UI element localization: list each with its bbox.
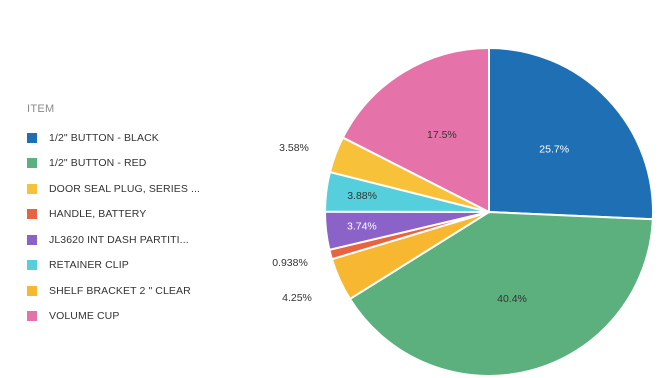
slice-value-label: 3.74% [347, 220, 377, 232]
slice-value-label: 4.25% [282, 292, 312, 304]
pie-slice[interactable] [488, 46, 654, 221]
legend-item[interactable]: RETAINER CLIP [27, 253, 232, 279]
legend-items: 1/2" BUTTON - BLACK 1/2" BUTTON - RED DOOR… [27, 125, 232, 329]
legend-item[interactable]: JL3620 INT DASH PARTITI... [27, 227, 232, 253]
slice-value-label: 3.88% [347, 190, 377, 202]
legend-swatch [27, 183, 37, 194]
legend-item[interactable]: HANDLE, BATTERY [27, 202, 232, 228]
slice-value-label: 17.5% [427, 129, 457, 141]
slice-value-label: 25.7% [539, 143, 569, 155]
pie-slice[interactable] [341, 46, 490, 214]
legend-swatch [27, 132, 37, 143]
legend-swatch [27, 234, 37, 245]
legend-label: HANDLE, BATTERY [49, 208, 147, 221]
slice-value-label: 40.4% [497, 293, 527, 305]
legend-item[interactable]: 1/2" BUTTON - RED [27, 151, 232, 177]
legend-label: RETAINER CLIP [49, 259, 129, 272]
legend: ITEM 1/2" BUTTON - BLACK 1/2" BUTTON - RE… [27, 103, 232, 329]
legend-label: DOOR SEAL PLUG, SERIES ... [49, 182, 201, 195]
legend-swatch [27, 311, 37, 322]
legend-label: JL3620 INT DASH PARTITI... [49, 233, 189, 246]
legend-swatch [27, 285, 37, 296]
legend-label: VOLUME CUP [49, 310, 120, 323]
legend-swatch [27, 260, 37, 271]
legend-title: ITEM [27, 103, 55, 115]
legend-label: SHELF BRACKET 2 " CLEAR [49, 284, 191, 297]
legend-item[interactable]: DOOR SEAL PLUG, SERIES ... [27, 176, 232, 202]
legend-swatch [27, 209, 37, 220]
legend-item[interactable]: 1/2" BUTTON - BLACK [27, 125, 232, 151]
legend-label: 1/2" BUTTON - BLACK [49, 131, 159, 144]
legend-swatch [27, 158, 37, 169]
legend-item[interactable]: SHELF BRACKET 2 " CLEAR [27, 278, 232, 304]
legend-item[interactable]: VOLUME CUP [27, 304, 232, 330]
slice-value-label: 3.58% [279, 142, 309, 154]
slice-value-label: 0.938% [272, 257, 308, 269]
pie-slice[interactable] [348, 210, 654, 377]
legend-label: 1/2" BUTTON - RED [49, 157, 147, 170]
